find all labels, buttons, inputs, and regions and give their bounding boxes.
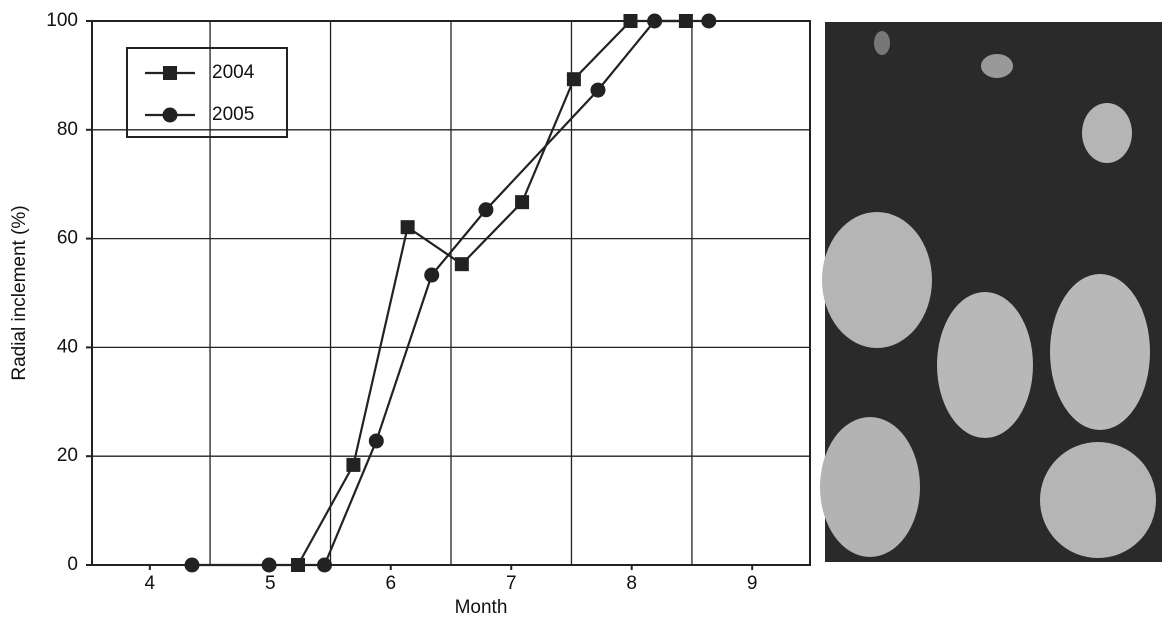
data-point <box>623 14 638 28</box>
data-point <box>566 72 581 87</box>
y-tick-label: 100 <box>46 10 78 31</box>
data-point <box>184 557 200 573</box>
legend-marker <box>162 107 178 123</box>
legend-box <box>126 47 288 138</box>
legend-label: 2004 <box>212 62 255 83</box>
y-tick-label: 80 <box>57 119 78 140</box>
data-point <box>590 82 606 98</box>
data-point <box>701 13 717 29</box>
legend-label: 2005 <box>212 104 254 125</box>
y-tick-label: 0 <box>67 554 78 575</box>
x-tick-label: 9 <box>747 573 758 594</box>
data-point <box>647 13 663 29</box>
x-tick-label: 4 <box>145 573 156 594</box>
x-tick-label: 7 <box>506 573 517 594</box>
x-tick-label: 5 <box>265 573 276 594</box>
x-axis-label: Month <box>455 597 508 618</box>
data-point <box>454 257 469 272</box>
y-axis-label: Radial inclement (%) <box>9 205 30 380</box>
data-point <box>368 433 384 449</box>
data-point <box>515 195 530 210</box>
data-point <box>261 557 277 573</box>
x-tick-label: 8 <box>626 573 637 594</box>
data-point <box>400 220 415 235</box>
y-tick-label: 20 <box>57 445 78 466</box>
legend-marker <box>163 66 177 80</box>
data-point <box>317 557 333 573</box>
micrograph <box>820 22 1162 562</box>
data-point <box>478 202 494 218</box>
x-tick-label: 6 <box>385 573 396 594</box>
y-tick-label: 60 <box>57 228 78 249</box>
data-point <box>424 267 440 283</box>
y-tick-label: 40 <box>57 336 78 357</box>
data-point <box>346 457 361 472</box>
series-line <box>297 19 686 566</box>
